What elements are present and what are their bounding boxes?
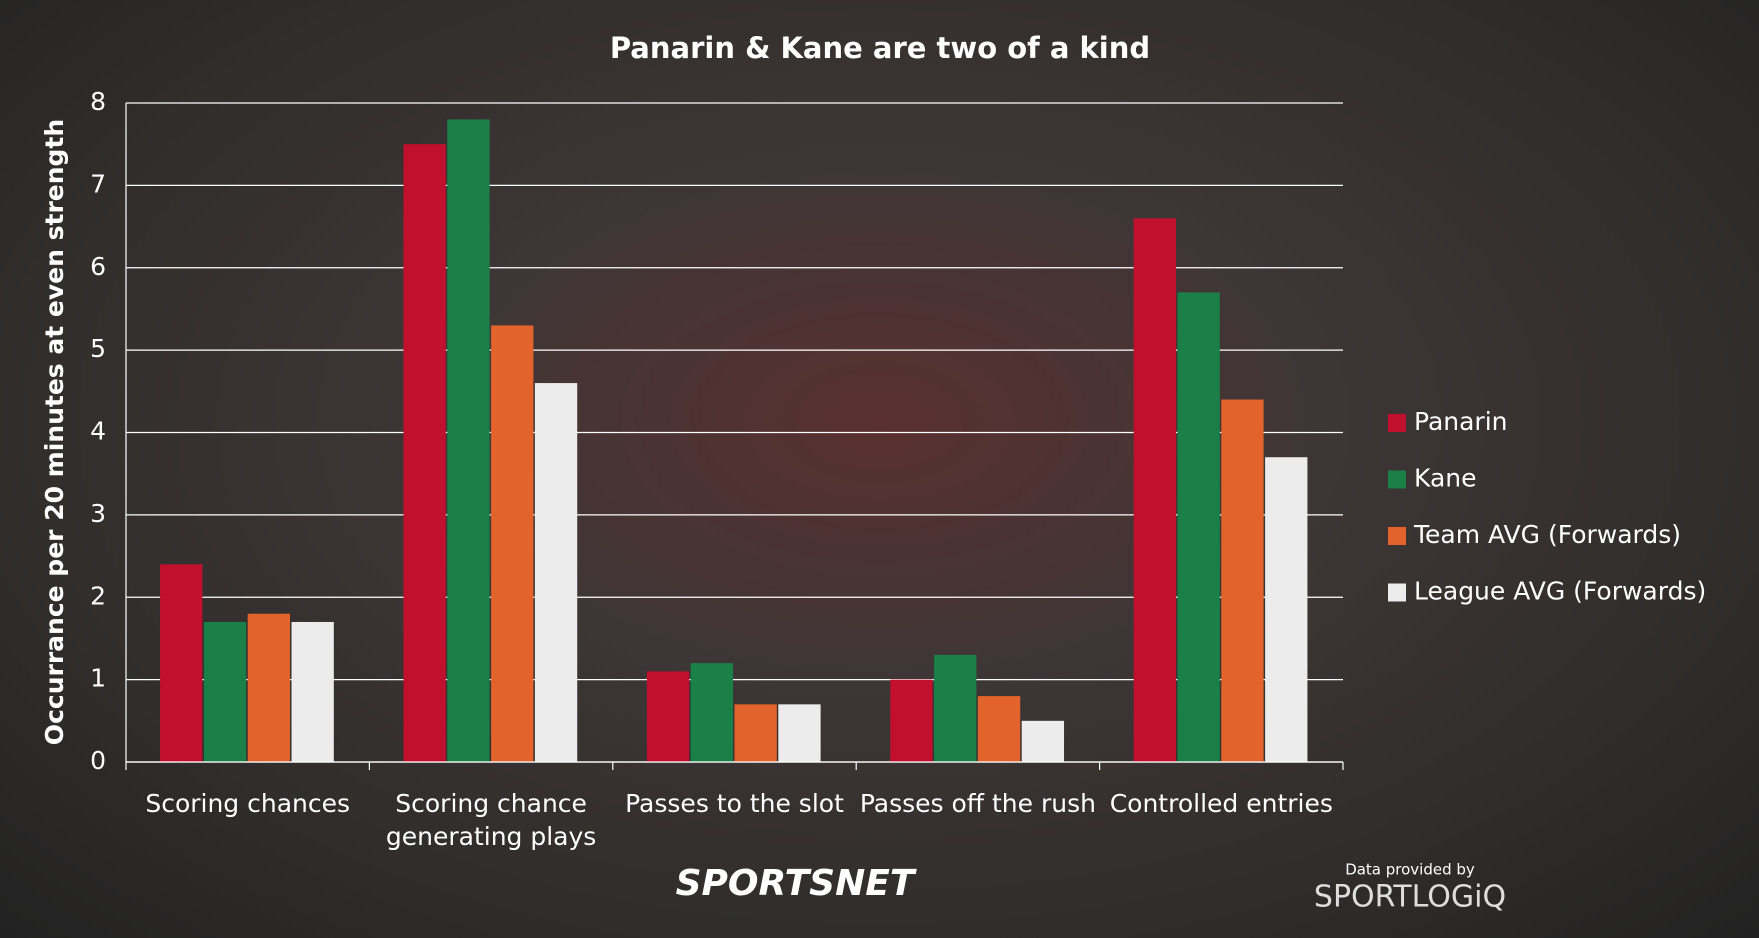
legend-swatch <box>1388 527 1406 545</box>
bar <box>690 663 733 762</box>
bar <box>1221 399 1264 762</box>
y-tick-label: 4 <box>90 417 106 446</box>
y-tick-label: 8 <box>90 87 106 116</box>
bar <box>646 671 690 762</box>
bar <box>403 144 446 762</box>
y-tick-label: 2 <box>90 581 106 610</box>
legend-label: League AVG (Forwards) <box>1414 577 1706 606</box>
bar <box>160 564 203 762</box>
legend-swatch <box>1388 414 1406 432</box>
chart-title: Panarin & Kane are two of a kind <box>610 31 1150 65</box>
bar <box>291 621 334 762</box>
y-tick-label: 6 <box>90 252 106 281</box>
brand-logo: SPORTSNET <box>676 863 917 904</box>
bar <box>203 621 247 762</box>
credit: Data provided by <box>1345 861 1475 879</box>
y-tick-label: 1 <box>90 664 106 693</box>
x-tick-label: Controlled entries <box>1109 789 1333 818</box>
credit-logo: SPORTLOGiQ <box>1314 880 1506 915</box>
legend-label: Kane <box>1414 464 1477 493</box>
x-tick-label: Scoring chances <box>145 789 351 818</box>
bar <box>734 704 777 762</box>
y-tick-label: 7 <box>90 169 106 198</box>
bar <box>534 383 578 762</box>
x-tick-label: Scoring chance generating plays <box>385 789 597 851</box>
y-tick-label: 0 <box>90 746 106 775</box>
bar <box>1265 457 1308 762</box>
bar <box>447 119 490 763</box>
bar <box>934 654 977 762</box>
bar <box>1021 720 1065 762</box>
bar <box>1177 292 1220 762</box>
bar <box>890 679 933 762</box>
bar <box>977 696 1021 762</box>
y-axis-label: Occurrance per 20 minutes at even streng… <box>40 119 69 745</box>
x-tick-label: Passes to the slot <box>625 789 844 818</box>
y-tick-label: 5 <box>90 334 106 363</box>
bar <box>247 613 291 762</box>
legend-label: Panarin <box>1414 407 1508 436</box>
bar <box>1133 218 1176 762</box>
legend-swatch <box>1388 583 1406 602</box>
x-tick-label: Passes off the rush <box>859 789 1096 818</box>
legend-swatch <box>1388 470 1406 489</box>
bar <box>491 325 534 762</box>
y-tick-label: 3 <box>90 499 106 528</box>
legend-label: Team AVG (Forwards) <box>1413 520 1681 549</box>
bar <box>778 704 821 762</box>
